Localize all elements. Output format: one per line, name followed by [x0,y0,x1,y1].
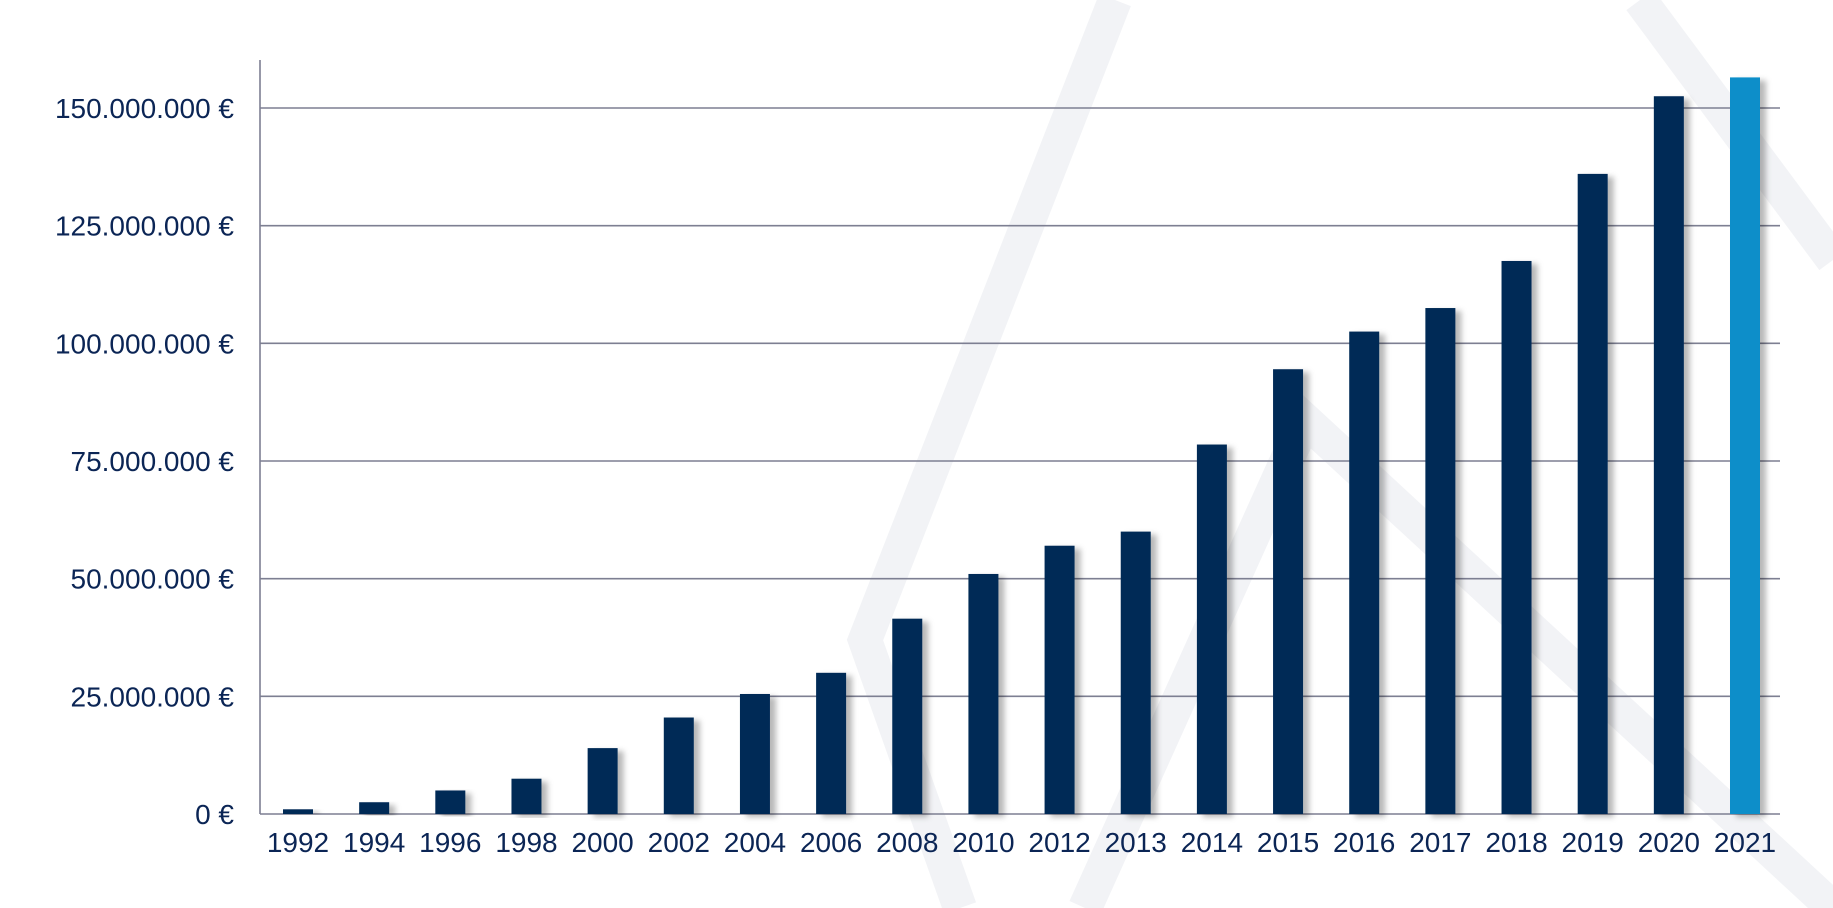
x-tick-label: 2004 [724,827,786,858]
gridlines [260,107,1780,698]
x-tick-label: 1992 [267,827,329,858]
y-tick-label: 0 € [195,799,234,830]
bar-2004 [739,693,770,814]
bars [283,77,1760,815]
bar-1994 [359,802,390,814]
x-tick-label: 2014 [1181,827,1243,858]
x-tick-label: 2017 [1409,827,1471,858]
x-tick-label: 2018 [1485,827,1547,858]
y-tick-label: 75.000.000 € [71,446,235,477]
y-tick-label: 150.000.000 € [55,93,234,124]
y-tick-labels: 0 € 25.000.000 € 50.000.000 € 75.000.000 € 1… [55,93,234,830]
x-tick-label: 2002 [648,827,710,858]
x-tick-label: 2015 [1257,827,1319,858]
x-tick-label: 2012 [1028,827,1090,858]
bar-2010 [968,573,999,814]
x-tick-label: 1996 [419,827,481,858]
bar-2015 [1273,369,1304,814]
x-tick-label: 1998 [495,827,557,858]
x-tick-label: 2006 [800,827,862,858]
bar-2020 [1653,96,1684,814]
bar-2019 [1577,173,1608,815]
x-tick-label: 2019 [1562,827,1624,858]
bar-2012 [1044,545,1075,814]
x-tick-label: 2000 [571,827,633,858]
x-tick-label: 2021 [1714,827,1776,858]
x-tick-labels: 1992 1994 1996 1998 2000 2002 2004 2006 2008 2010… [267,827,1776,858]
bar-1996 [435,790,466,814]
bar-2017 [1425,308,1456,814]
x-tick-label: 1994 [343,827,405,858]
bar-2016 [1349,331,1380,814]
bar-1998 [511,778,542,814]
bar-2002 [663,717,694,814]
bar-2018 [1501,260,1532,814]
bar-2000 [587,748,618,814]
y-tick-label: 50.000.000 € [71,564,235,595]
axes [259,60,1780,815]
x-tick-label: 2008 [876,827,938,858]
x-tick-label: 2013 [1105,827,1167,858]
y-tick-label: 100.000.000 € [55,328,234,359]
x-tick-label: 2016 [1333,827,1395,858]
bar-2014 [1196,444,1227,814]
y-tick-label: 25.000.000 € [71,681,235,712]
bar-2008 [892,618,923,814]
x-tick-label: 2020 [1638,827,1700,858]
background-decoration [846,0,1833,908]
bar-2021 [1730,77,1760,814]
x-tick-label: 2010 [952,827,1014,858]
bar-2013 [1120,531,1151,814]
bar-2006 [816,672,847,814]
y-tick-label: 125.000.000 € [55,211,234,242]
bar-1992 [283,809,313,814]
